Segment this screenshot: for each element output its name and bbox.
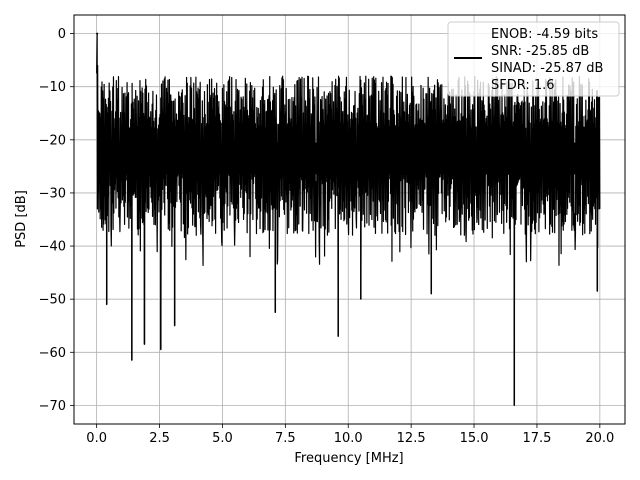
x-axis-ticks: 0.0 2.5 5.0 7.5 10.0 12.5 15.0 17.5 20.0	[86, 424, 614, 446]
y-axis-ticks: 0 −10 −20 −30 −40 −50 −60 −70	[39, 27, 74, 414]
y-tick-label: −20	[39, 133, 66, 148]
legend: ENOB: -4.59 bits SNR: -25.85 dB SINAD: -…	[447, 21, 620, 97]
legend-snr: SNR: -25.85 dB	[491, 44, 589, 59]
x-tick-label: 17.5	[522, 431, 551, 446]
x-tick-label: 15.0	[460, 431, 489, 446]
x-tick-label: 10.0	[334, 431, 363, 446]
x-tick-label: 20.0	[585, 431, 614, 446]
x-tick-label: 5.0	[212, 431, 233, 446]
y-tick-label: −60	[39, 346, 66, 361]
y-axis-label: PSD [dB]	[14, 190, 29, 248]
legend-box	[447, 21, 620, 97]
legend-sfdr: SFDR: 1.6	[491, 78, 555, 93]
x-tick-label: 2.5	[149, 431, 170, 446]
psd-series	[96, 32, 601, 407]
x-tick-label: 12.5	[397, 431, 426, 446]
legend-sinad: SINAD: -25.87 dB	[491, 61, 603, 76]
plot-frame	[73, 14, 626, 425]
y-tick-label: −50	[39, 293, 66, 308]
y-tick-label: −40	[39, 240, 66, 255]
x-tick-label: 7.5	[275, 431, 296, 446]
y-tick-label: 0	[58, 27, 66, 42]
legend-enob: ENOB: -4.59 bits	[491, 27, 598, 42]
x-tick-label: 0.0	[86, 431, 107, 446]
psd-noise-fill	[104, 142, 600, 175]
psd-peak-point	[96, 32, 99, 35]
x-axis-label: Frequency [MHz]	[294, 451, 403, 466]
y-tick-label: −10	[39, 80, 66, 95]
y-tick-label: −30	[39, 186, 66, 201]
y-tick-label: −70	[39, 399, 66, 414]
